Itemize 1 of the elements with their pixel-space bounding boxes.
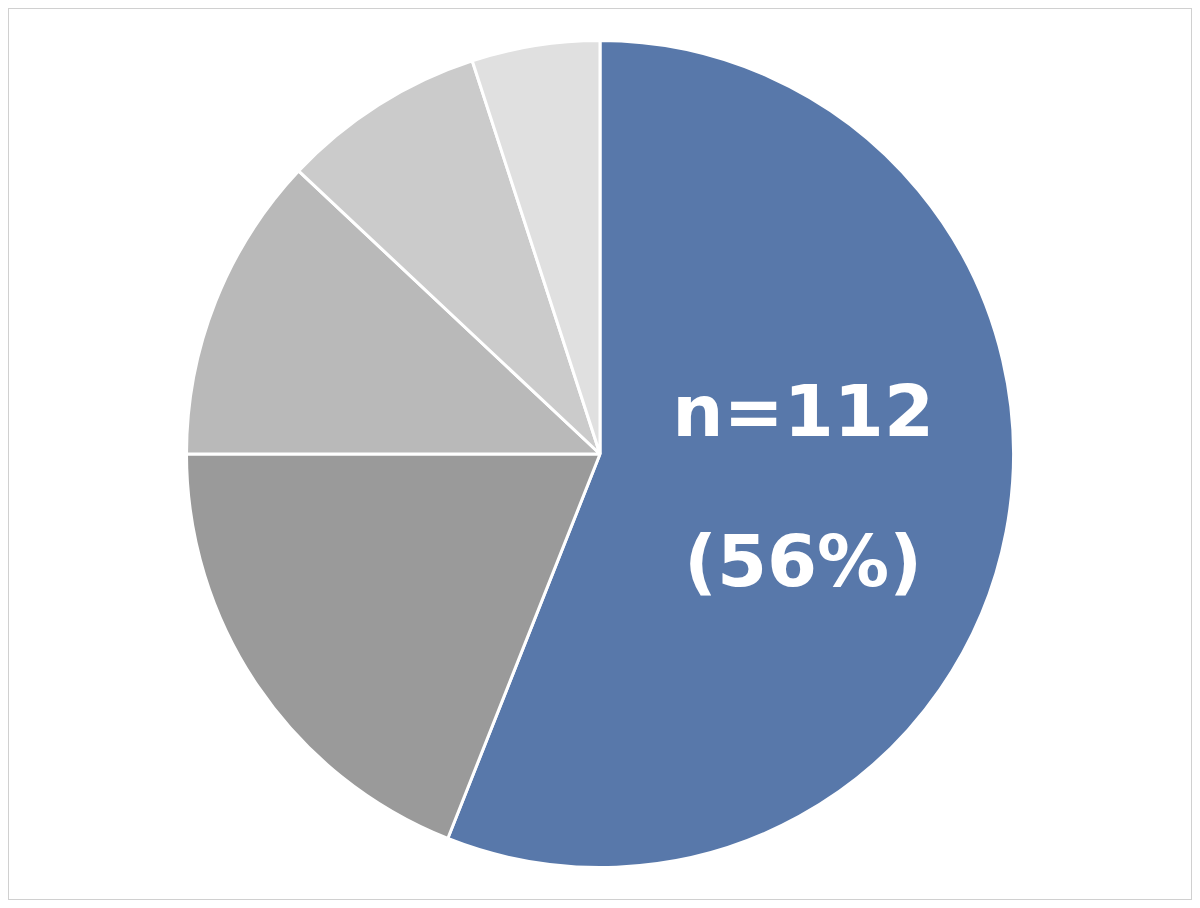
data-label: n=112 (56%)	[672, 369, 935, 604]
